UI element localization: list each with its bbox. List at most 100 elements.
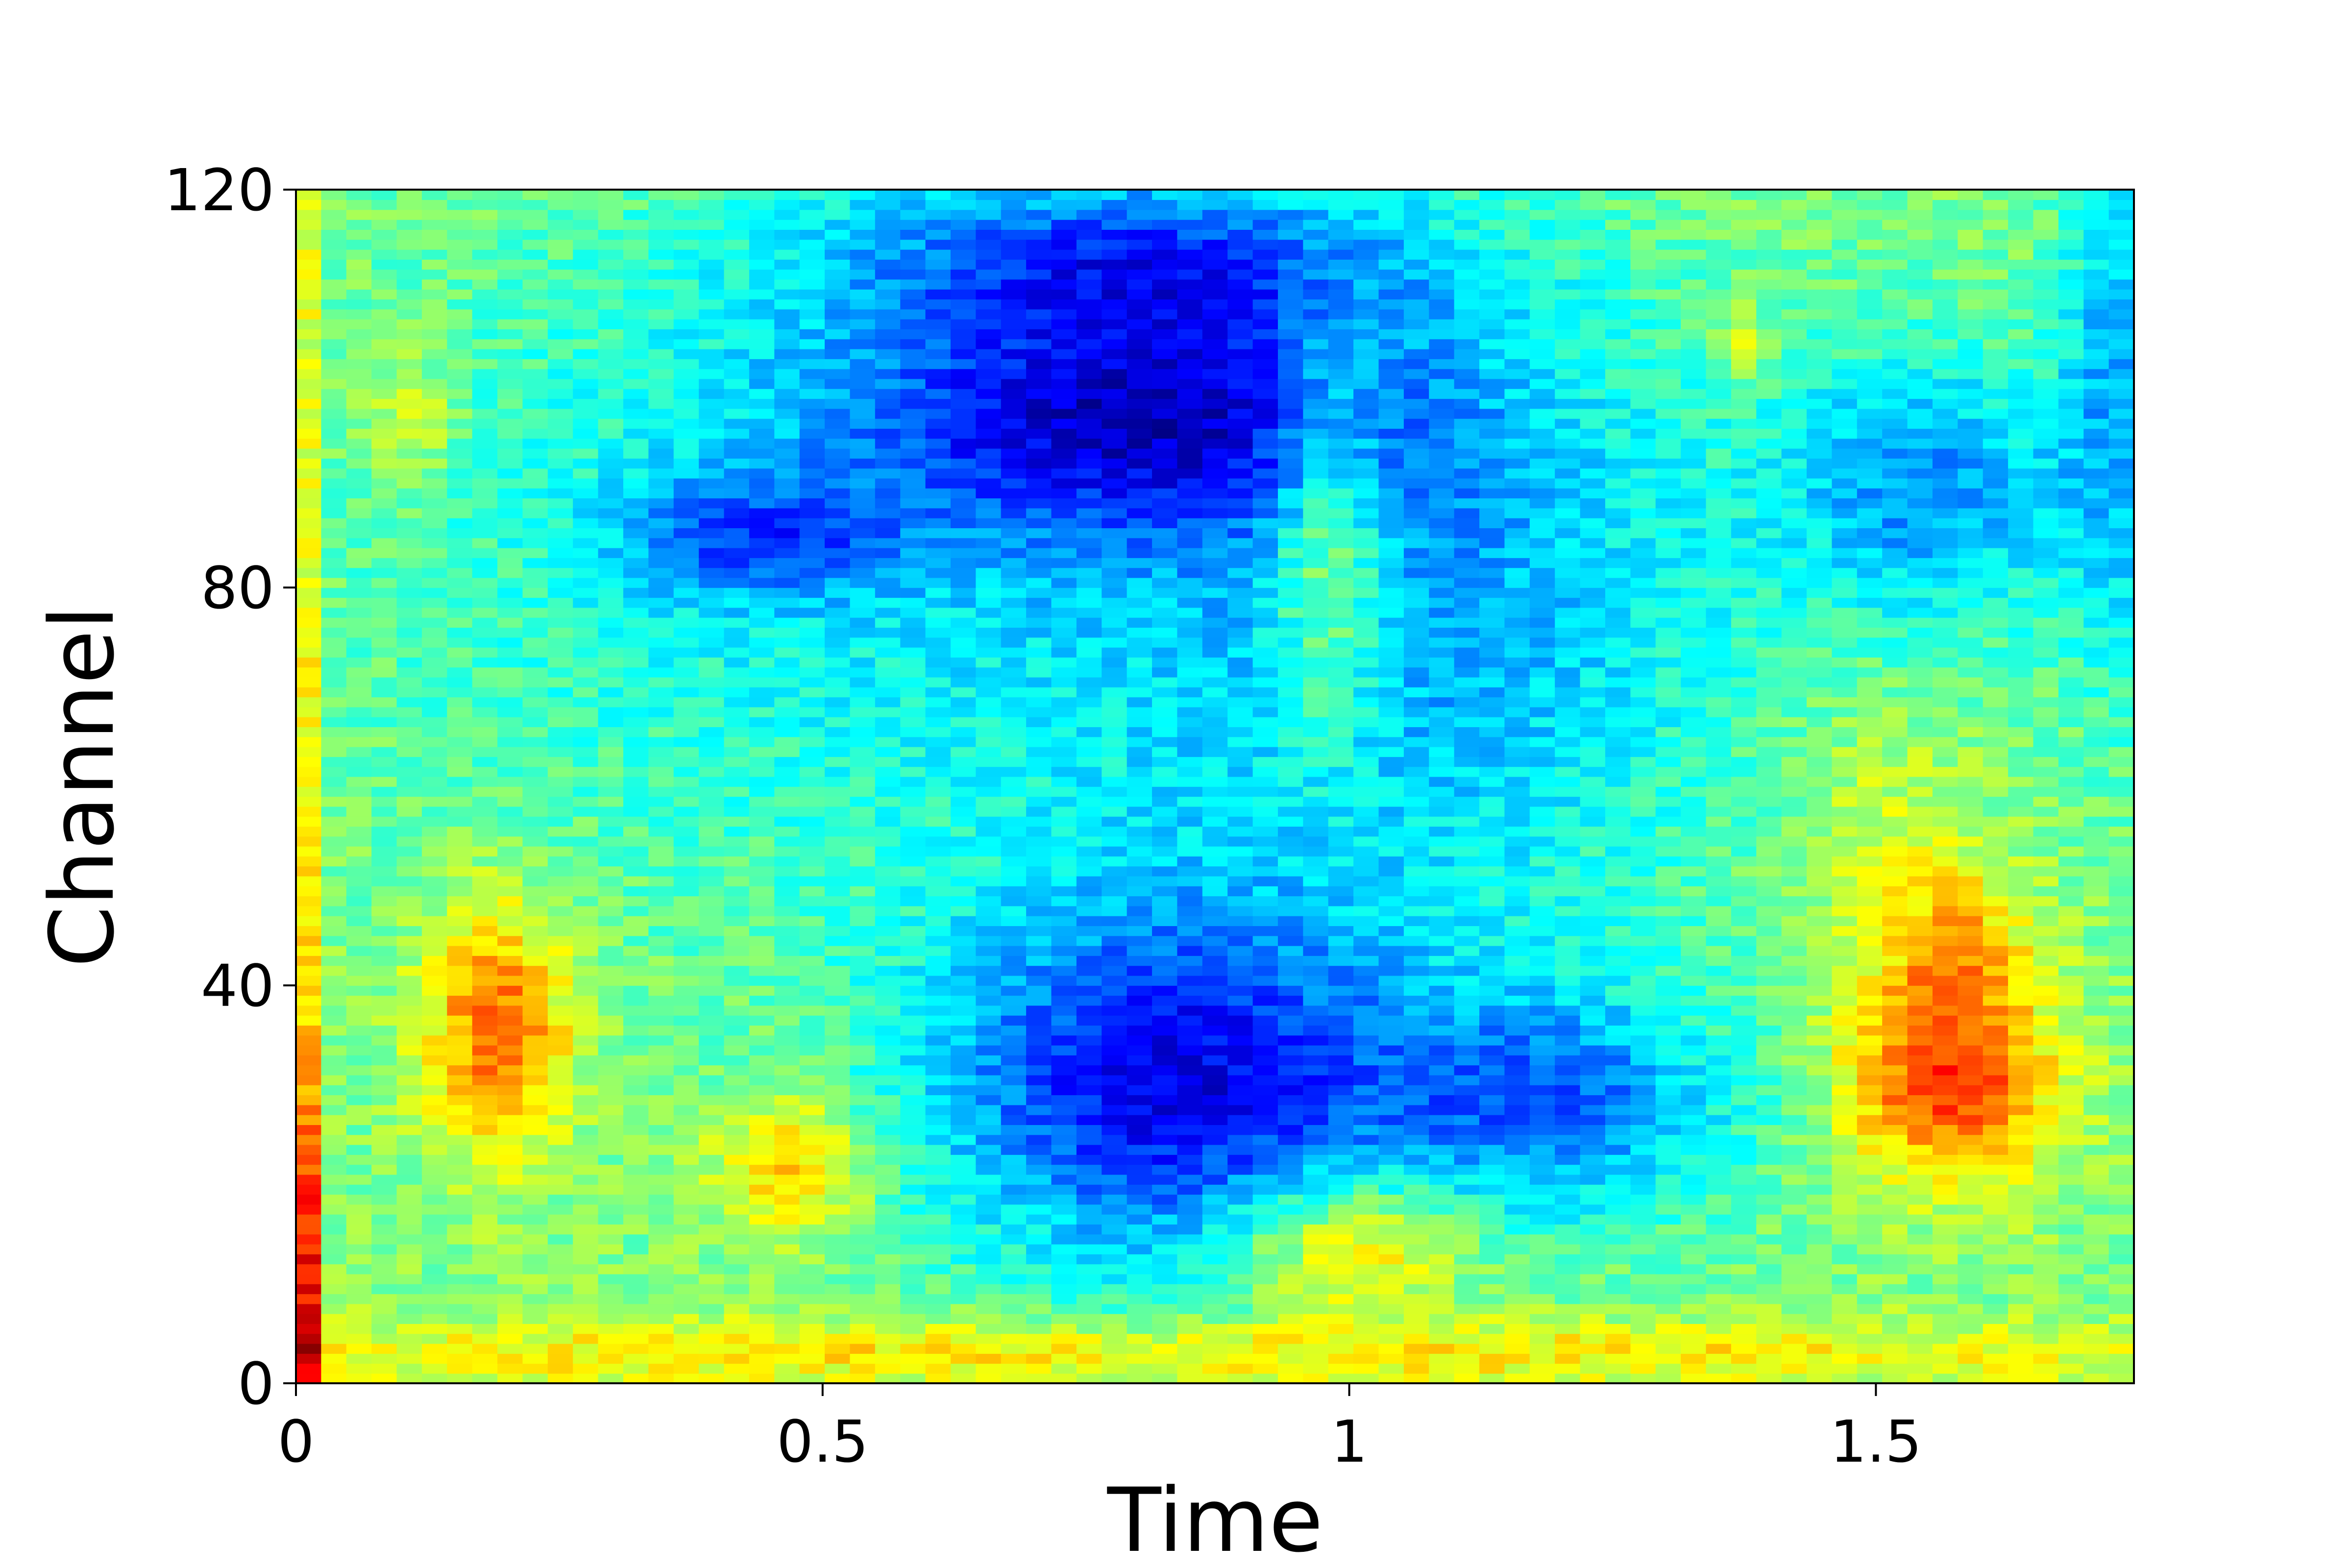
heatmap-cell — [850, 727, 876, 737]
heatmap-cell — [598, 1254, 624, 1265]
heatmap-cell — [573, 856, 599, 867]
heatmap-cell — [724, 398, 750, 409]
heatmap-cell — [850, 1274, 876, 1284]
heatmap-cell — [1252, 985, 1278, 996]
heatmap-cell — [1227, 259, 1253, 270]
heatmap-cell — [1303, 249, 1329, 260]
heatmap-cell — [1127, 926, 1152, 936]
heatmap-cell — [396, 309, 422, 319]
heatmap-cell — [1303, 1294, 1329, 1304]
heatmap-cell — [1051, 945, 1077, 956]
heatmap-cell — [850, 398, 876, 409]
heatmap-cell — [396, 1045, 422, 1055]
heatmap-cell — [774, 239, 800, 250]
heatmap-cell — [1051, 1264, 1077, 1274]
heatmap-cell — [421, 876, 448, 886]
heatmap-cell — [799, 697, 825, 708]
heatmap-cell — [1252, 1125, 1278, 1135]
heatmap-cell — [875, 836, 901, 847]
heatmap-cell — [421, 657, 448, 668]
heatmap-cell — [900, 458, 926, 469]
heatmap-cell — [371, 199, 397, 210]
heatmap-cell — [1051, 975, 1077, 986]
heatmap-cell — [623, 1254, 649, 1265]
heatmap-cell — [1102, 359, 1127, 369]
heatmap-cell — [1227, 1035, 1253, 1046]
heatmap-cell — [925, 1104, 951, 1115]
heatmap-cell — [447, 1204, 473, 1215]
heatmap-cell — [825, 498, 851, 509]
heatmap-cell — [472, 846, 498, 857]
heatmap-cell — [522, 1125, 548, 1135]
heatmap-cell — [825, 716, 851, 727]
heatmap-cell — [1076, 1333, 1102, 1344]
heatmap-cell — [774, 259, 800, 270]
heatmap-cell — [573, 627, 599, 638]
heatmap-cell — [976, 299, 1002, 310]
heatmap-cell — [1026, 945, 1052, 956]
heatmap-cell — [850, 1224, 876, 1235]
heatmap-cell — [1051, 1045, 1077, 1055]
heatmap-cell — [774, 607, 800, 618]
heatmap-cell — [1252, 577, 1278, 588]
heatmap-cell — [1076, 329, 1102, 340]
heatmap-cell — [875, 359, 901, 369]
heatmap-cell — [1202, 926, 1228, 936]
heatmap-cell — [976, 408, 1002, 419]
heatmap-cell — [547, 786, 574, 797]
heatmap-cell — [900, 528, 926, 539]
heatmap-cell — [346, 229, 372, 240]
heatmap-cell — [547, 378, 574, 389]
heatmap-cell — [875, 577, 901, 588]
heatmap-cell — [673, 1035, 699, 1046]
heatmap-cell — [1001, 896, 1027, 906]
heatmap-cell — [497, 945, 523, 956]
heatmap-cell — [1303, 1035, 1329, 1046]
heatmap-cell — [1102, 259, 1127, 270]
heatmap-cell — [648, 627, 674, 638]
heatmap-cell — [950, 1164, 977, 1175]
heatmap-cell — [749, 577, 775, 588]
heatmap-cell — [850, 677, 876, 687]
heatmap-cell — [648, 796, 674, 807]
heatmap-cell — [1026, 1114, 1052, 1125]
heatmap-cell — [421, 926, 448, 936]
heatmap-cell — [648, 945, 674, 956]
heatmap-cell — [522, 915, 548, 926]
heatmap-cell — [976, 1204, 1002, 1215]
heatmap-cell — [774, 378, 800, 389]
heatmap-cell — [1026, 368, 1052, 379]
heatmap-cell — [875, 657, 901, 668]
heatmap-cell — [1252, 716, 1278, 727]
heatmap-cell — [522, 219, 548, 230]
heatmap-cell — [1227, 866, 1253, 877]
heatmap-cell — [396, 558, 422, 568]
heatmap-cell — [497, 617, 523, 628]
heatmap-cell — [976, 1294, 1002, 1304]
heatmap-cell — [497, 339, 523, 349]
heatmap-cell — [900, 876, 926, 886]
heatmap-cell — [925, 776, 951, 787]
heatmap-cell — [447, 627, 473, 638]
heatmap-cell — [1277, 1085, 1304, 1096]
heatmap-cell — [296, 707, 322, 717]
heatmap-cell — [673, 1264, 699, 1274]
heatmap-cell — [1328, 1313, 1354, 1324]
heatmap-cell — [1252, 1174, 1278, 1185]
heatmap-cell — [1076, 498, 1102, 509]
heatmap-cell — [547, 359, 574, 369]
heatmap-cell — [925, 607, 951, 618]
heatmap-cell — [1277, 786, 1304, 797]
heatmap-cell — [1177, 657, 1203, 668]
heatmap-cell — [749, 190, 775, 200]
heatmap-cell — [421, 697, 448, 708]
heatmap-cell — [1001, 538, 1027, 548]
heatmap-cell — [850, 746, 876, 757]
heatmap-cell — [472, 766, 498, 777]
heatmap-cell — [1051, 637, 1077, 648]
heatmap-cell — [950, 766, 977, 777]
heatmap-cell — [724, 657, 750, 668]
heatmap-cell — [976, 906, 1002, 916]
heatmap-cell — [1051, 796, 1077, 807]
heatmap-cell — [497, 1075, 523, 1085]
